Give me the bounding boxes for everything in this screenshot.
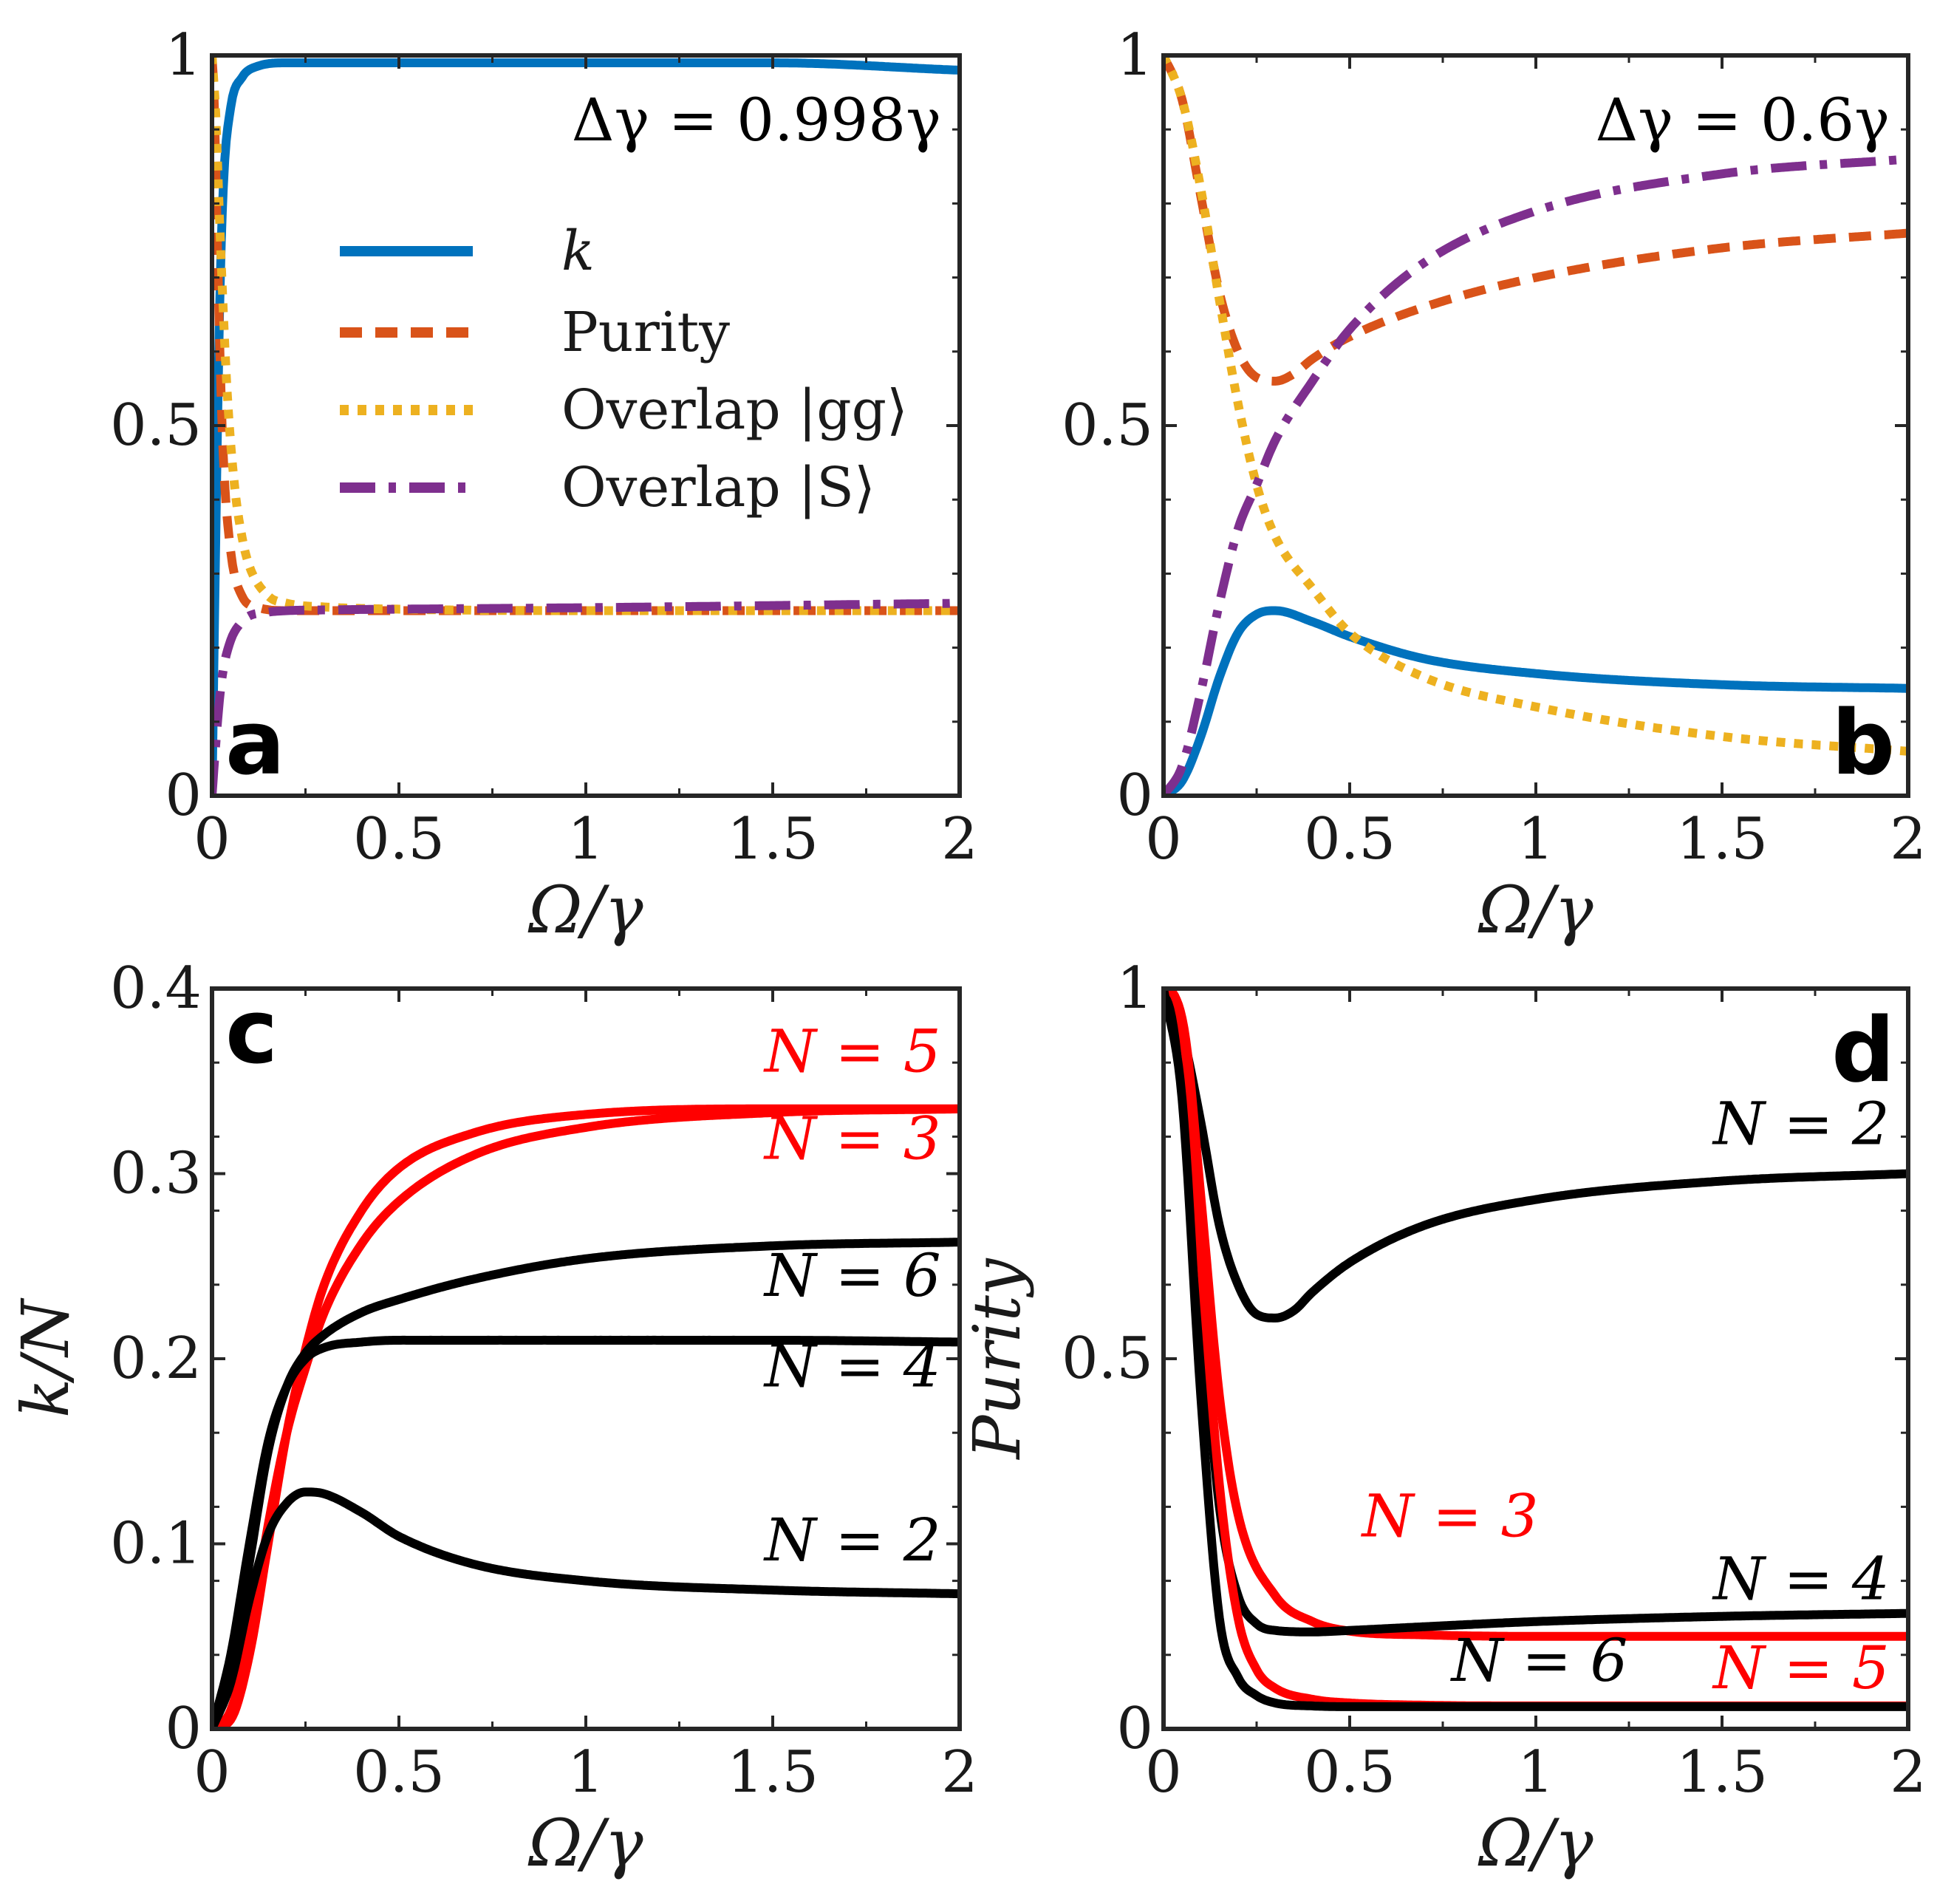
y-tick-label: 0.3 bbox=[110, 1141, 202, 1207]
series-line-c-3 bbox=[212, 1335, 960, 1729]
legend-label: Purity bbox=[561, 301, 730, 364]
x-tick-label: 0 bbox=[194, 806, 230, 873]
y-axis-label: Purity bbox=[959, 1258, 1035, 1460]
x-tick-label: 0.5 bbox=[1304, 806, 1395, 873]
series-line-a-0 bbox=[212, 58, 960, 796]
panel-letter: c bbox=[225, 981, 278, 1084]
curve-label: N = 2 bbox=[1712, 1089, 1890, 1158]
x-tick-label: 1 bbox=[1517, 806, 1554, 873]
series-line-d-0 bbox=[1164, 989, 1908, 1323]
panels-container: 0 0.5 1 1.5 200.51Ω/γΔγ = 0.998γakPurityOver… bbox=[7, 22, 1927, 1881]
x-tick-label: 0.5 bbox=[353, 806, 445, 873]
x-axis-label: Ω/γ bbox=[1477, 872, 1593, 948]
x-tick-label: 1.5 bbox=[1676, 806, 1768, 873]
panel-b: 0 0.5 1 1.5 200.51Ω/γΔγ = 0.6γb bbox=[1062, 22, 1927, 948]
x-tick-label: 0 bbox=[1145, 1739, 1182, 1806]
y-axis-label: k/N bbox=[7, 1297, 83, 1418]
panel-letter: d bbox=[1831, 1000, 1895, 1102]
x-tick-label: 1 bbox=[567, 1739, 604, 1806]
y-tick-label: 0.1 bbox=[110, 1511, 202, 1577]
x-tick-label: 2 bbox=[941, 806, 978, 873]
y-tick-label: 1 bbox=[1116, 22, 1153, 89]
y-tick-label: 0 bbox=[1116, 1696, 1153, 1762]
curve-label: N = 2 bbox=[763, 1506, 941, 1574]
panel-letter: b bbox=[1831, 692, 1895, 795]
series-line-d-2 bbox=[1164, 989, 1908, 1637]
x-tick-label: 0.5 bbox=[353, 1739, 445, 1806]
curve-label: N = 3 bbox=[763, 1104, 941, 1173]
curve-label: N = 4 bbox=[1712, 1545, 1890, 1614]
series-group bbox=[212, 55, 960, 796]
x-tick-label: 0 bbox=[194, 1739, 230, 1806]
legend-label: Overlap |gg⟩ bbox=[561, 378, 908, 442]
x-axis-label: Ω/γ bbox=[527, 1805, 643, 1881]
x-axis-label: Ω/γ bbox=[1477, 1805, 1593, 1881]
curve-label: N = 6 bbox=[763, 1241, 941, 1310]
legend-label: k bbox=[561, 219, 595, 283]
series-line-c-1 bbox=[212, 1104, 960, 1729]
series-line-d-4 bbox=[1164, 989, 1908, 1711]
delta-gamma-annotation: Δγ = 0.6γ bbox=[1595, 86, 1890, 154]
y-tick-label: 0 bbox=[1116, 762, 1153, 829]
y-tick-label: 0.5 bbox=[1062, 392, 1153, 459]
panel-a: 0 0.5 1 1.5 200.51Ω/γΔγ = 0.998γakPurityOver… bbox=[110, 22, 978, 948]
series-group bbox=[1164, 989, 1908, 1711]
x-axis-label: Ω/γ bbox=[527, 872, 643, 948]
legend: k Purity Overlap |gg⟩ Overlap |S⟩ bbox=[340, 219, 908, 519]
curve-label: N = 5 bbox=[1712, 1634, 1890, 1702]
series-line-b-1 bbox=[1164, 55, 1908, 386]
series-line-b-0 bbox=[1164, 606, 1908, 796]
curve-label: N = 4 bbox=[763, 1332, 941, 1401]
curve-label: N = 5 bbox=[763, 1017, 941, 1086]
y-tick-label: 0.4 bbox=[110, 955, 202, 1022]
x-tick-label: 2 bbox=[1890, 1739, 1927, 1806]
x-tick-label: 1.5 bbox=[727, 1739, 819, 1806]
series-line-c-2 bbox=[212, 1238, 960, 1729]
curve-label: N = 6 bbox=[1450, 1626, 1628, 1695]
x-tick-label: 0 bbox=[1145, 806, 1182, 873]
x-tick-label: 1.5 bbox=[1676, 1739, 1768, 1806]
series-line-b-3 bbox=[1164, 154, 1908, 796]
x-tick-label: 1 bbox=[567, 806, 604, 873]
x-tick-label: 2 bbox=[941, 1739, 978, 1806]
curve-label: N = 3 bbox=[1361, 1481, 1539, 1550]
x-tick-label: 1.5 bbox=[727, 806, 819, 873]
series-line-c-0 bbox=[212, 1104, 960, 1729]
y-tick-label: 1 bbox=[165, 22, 202, 89]
series-group bbox=[212, 1104, 960, 1729]
y-tick-label: 0.5 bbox=[1062, 1325, 1153, 1392]
y-tick-label: 0 bbox=[165, 762, 202, 829]
y-tick-label: 0 bbox=[165, 1696, 202, 1762]
series-line-a-2 bbox=[212, 55, 960, 615]
x-tick-label: 0.5 bbox=[1304, 1739, 1395, 1806]
x-tick-label: 1 bbox=[1517, 1739, 1554, 1806]
y-tick-label: 1 bbox=[1116, 955, 1153, 1022]
y-tick-label: 0.2 bbox=[110, 1325, 202, 1392]
series-group bbox=[1164, 55, 1908, 796]
series-line-c-4 bbox=[212, 1487, 960, 1729]
legend-label: Overlap |S⟩ bbox=[561, 456, 875, 519]
series-line-d-1 bbox=[1164, 989, 1908, 1641]
delta-gamma-annotation: Δγ = 0.998γ bbox=[572, 86, 941, 154]
x-tick-label: 2 bbox=[1890, 806, 1927, 873]
series-line-a-3 bbox=[212, 598, 960, 796]
panel-c: 0 0.5 1 1.5 2 0 0.1 0.2 0.3 0.4 Ω/γ k/N c N = 5 N = 3 N… bbox=[7, 955, 978, 1881]
series-line-b-2 bbox=[1164, 55, 1908, 756]
panel-letter: a bbox=[225, 692, 285, 795]
y-tick-label: 0.5 bbox=[110, 392, 202, 459]
